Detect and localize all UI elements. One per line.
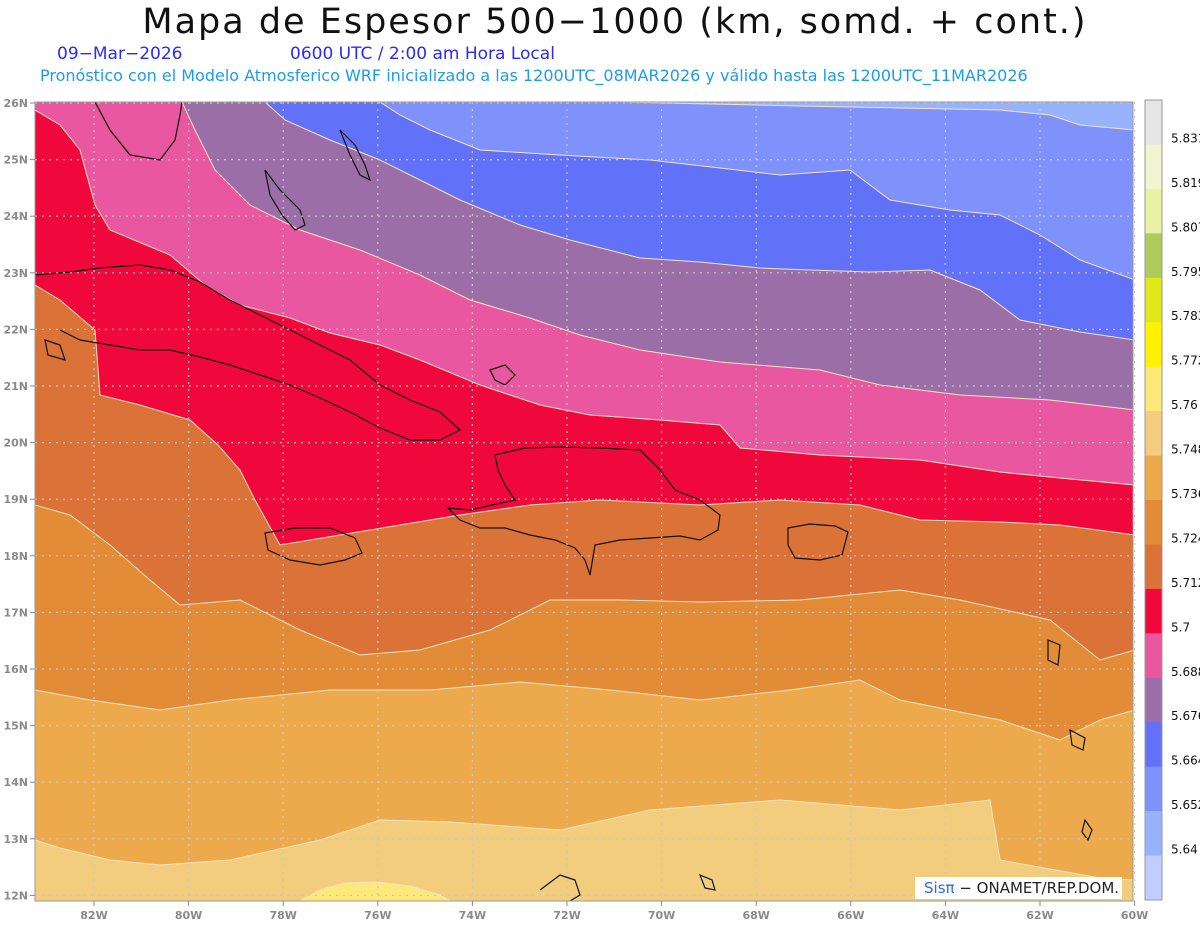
lon-label: 62W	[1026, 909, 1053, 922]
colorbar-swatch	[1145, 100, 1162, 145]
colorbar-swatch	[1145, 722, 1162, 768]
colorbar-swatch	[1145, 633, 1162, 679]
graticule	[35, 102, 1136, 901]
lat-label: 20N	[3, 437, 28, 450]
lat-label: 12N	[3, 889, 28, 902]
band-5760	[299, 881, 451, 901]
colorbar-swatch	[1145, 366, 1162, 412]
band-5652	[379, 102, 1133, 280]
model-info: Pronóstico con el Modelo Atmosferico WRF…	[40, 66, 1028, 85]
colorbar-swatch	[1145, 455, 1162, 501]
colorbar-frame	[1144, 99, 1163, 901]
band-5640	[619, 102, 1133, 131]
lat-label: 26N	[3, 97, 28, 110]
colorbar-label: 5.64	[1171, 843, 1198, 857]
colorbar-label: 5.664	[1171, 754, 1200, 768]
lat-label: 18N	[3, 550, 28, 563]
credit-brand: Sisπ	[924, 879, 955, 897]
lon-label: 78W	[269, 909, 296, 922]
colorbar-label: 5.807	[1171, 220, 1200, 234]
colorbar: 5.831 5.819 5.807 5.795 5.783 5.772 5.76 5.748 5…	[1144, 99, 1200, 901]
colorbar-label: 5.736	[1171, 487, 1200, 501]
lon-label: 64W	[932, 909, 959, 922]
colorbar-label: 5.783	[1171, 309, 1200, 323]
lon-label: 72W	[553, 909, 580, 922]
colorbar-swatch	[1145, 233, 1162, 279]
colorbar-label: 5.688	[1171, 665, 1200, 679]
lat-label: 14N	[3, 776, 28, 789]
colorbar-label: 5.724	[1171, 531, 1200, 545]
colorbar-swatch	[1145, 500, 1162, 545]
colorbar-label: 5.795	[1171, 265, 1200, 279]
map-frame	[34, 101, 1134, 902]
colorbar-label: 5.7	[1171, 620, 1190, 634]
lat-label: 25N	[3, 154, 28, 167]
colorbar-swatch	[1145, 855, 1162, 901]
lon-label: 76W	[364, 909, 391, 922]
colorbar-swatch	[1145, 677, 1162, 723]
coastlines	[35, 102, 1093, 901]
lon-label: 66W	[837, 909, 864, 922]
longitude-labels: 82W 80W 78W 76W 74W 72W 70W 68W 66W 64W 62W 60W	[80, 901, 1148, 922]
map-title: Mapa de Espesor 500−1000 (km, somd. + co…	[142, 2, 1088, 42]
lat-label: 15N	[3, 720, 28, 733]
colorbar-swatch	[1145, 277, 1162, 323]
latitude-labels: 26N 25N 24N 23N 22N 21N 20N 19N 18N 17N 16N 15N 14N 1…	[3, 97, 35, 902]
colorbar-swatch	[1145, 544, 1162, 590]
colorbar-label: 5.76	[1171, 398, 1198, 412]
lon-label: 60W	[1121, 909, 1148, 922]
colorbar-label: 5.652	[1171, 798, 1200, 812]
lat-label: 24N	[3, 210, 28, 223]
lat-label: 19N	[3, 493, 28, 506]
lon-label: 70W	[648, 909, 675, 922]
colorbar-swatch	[1145, 811, 1162, 857]
colorbar-label: 5.819	[1171, 176, 1200, 190]
forecast-time: 0600 UTC / 2:00 am Hora Local	[290, 44, 555, 64]
lat-label: 23N	[3, 267, 28, 280]
colorbar-swatch	[1145, 188, 1162, 234]
colorbar-swatch	[1145, 588, 1162, 634]
lon-label: 80W	[175, 909, 202, 922]
colorbar-swatch	[1145, 766, 1162, 812]
colorbar-label: 5.831	[1171, 131, 1200, 145]
colorbar-swatch	[1145, 322, 1162, 368]
colorbar-swatch	[1145, 144, 1162, 190]
colorbar-label: 5.676	[1171, 709, 1200, 723]
lat-label: 16N	[3, 663, 28, 676]
lon-label: 68W	[742, 909, 769, 922]
lat-label: 22N	[3, 323, 28, 336]
forecast-date: 09−Mar−2026	[57, 44, 183, 64]
colorbar-label: 5.748	[1171, 443, 1200, 457]
lat-label: 17N	[3, 606, 28, 619]
lat-label: 13N	[3, 833, 28, 846]
lat-label: 21N	[3, 380, 28, 393]
credit-box: Sisπ − ONAMET/REP.DOM.	[915, 877, 1122, 899]
colorbar-label: 5.712	[1171, 576, 1200, 590]
colorbar-swatch	[1145, 411, 1162, 457]
lon-label: 82W	[80, 909, 107, 922]
colorbar-label: 5.772	[1171, 354, 1200, 368]
thickness-bands	[35, 102, 1133, 901]
credit-text: − ONAMET/REP.DOM.	[959, 879, 1120, 897]
lon-label: 74W	[459, 909, 486, 922]
